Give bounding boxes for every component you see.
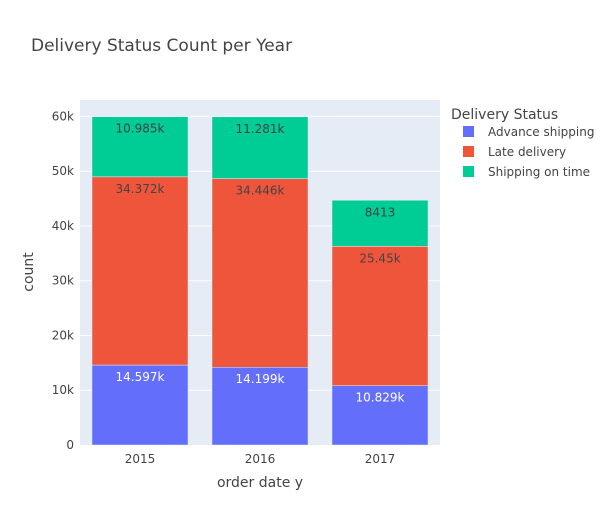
- y-tick-label: 20k: [52, 328, 74, 342]
- x-tick-label: 2015: [125, 452, 156, 466]
- bar-value-label: 8413: [365, 205, 396, 219]
- bar-value-label: 10.985k: [116, 122, 165, 136]
- x-axis-title: order date y: [217, 475, 303, 491]
- y-tick-label: 60k: [52, 109, 74, 123]
- bars: [91, 116, 429, 446]
- bar-value-label: 14.199k: [236, 372, 285, 386]
- legend-title: Delivery Status: [451, 107, 558, 123]
- y-axis-ticks: 0 10k 20k 30k 40k 50k 60k: [52, 109, 74, 452]
- x-axis-ticks: 2015 2016 2017: [125, 452, 396, 466]
- bar-late-delivery-2016: [211, 178, 309, 368]
- legend-item-label: Shipping on time: [488, 165, 590, 179]
- legend-item-label: Advance shipping: [488, 125, 594, 139]
- y-axis-title: count: [21, 252, 37, 292]
- y-tick-label: 30k: [52, 274, 74, 288]
- bar-shipping-on-time-2016: [211, 116, 309, 179]
- y-tick-label: 50k: [52, 164, 74, 178]
- bar-late-delivery-2015: [91, 176, 189, 366]
- bar-value-label: 14.597k: [116, 370, 165, 384]
- bar-value-label: 34.446k: [236, 184, 285, 198]
- bar-advance-shipping-2015: [91, 364, 189, 446]
- bar-value-label: 11.281k: [236, 122, 285, 136]
- bar-advance-shipping-2016: [211, 366, 309, 446]
- bar-shipping-on-time-2017: [331, 200, 429, 247]
- x-tick-label: 2016: [245, 452, 276, 466]
- bar-value-label: 10.829k: [356, 391, 405, 405]
- bar-labels: 14.597k 34.372k 10.985k 14.199k 34.446k 11.28…: [116, 122, 405, 405]
- legend-swatch: [463, 166, 474, 177]
- bar-value-label: 25.45k: [359, 251, 400, 265]
- bar-shipping-on-time-2015: [91, 116, 189, 178]
- chart-title: Delivery Status Count per Year: [31, 36, 292, 56]
- bar-value-label: 34.372k: [116, 182, 165, 196]
- legend: Advance shipping Late delivery Shipping on…: [463, 125, 594, 179]
- y-tick-label: 40k: [52, 219, 74, 233]
- y-tick-label: 10k: [52, 383, 74, 397]
- y-tick-label: 0: [66, 438, 74, 452]
- x-tick-label: 2017: [365, 452, 396, 466]
- legend-swatch: [463, 126, 474, 137]
- legend-item-label: Late delivery: [488, 145, 566, 159]
- bar-late-delivery-2017: [331, 246, 429, 386]
- legend-swatch: [463, 146, 474, 157]
